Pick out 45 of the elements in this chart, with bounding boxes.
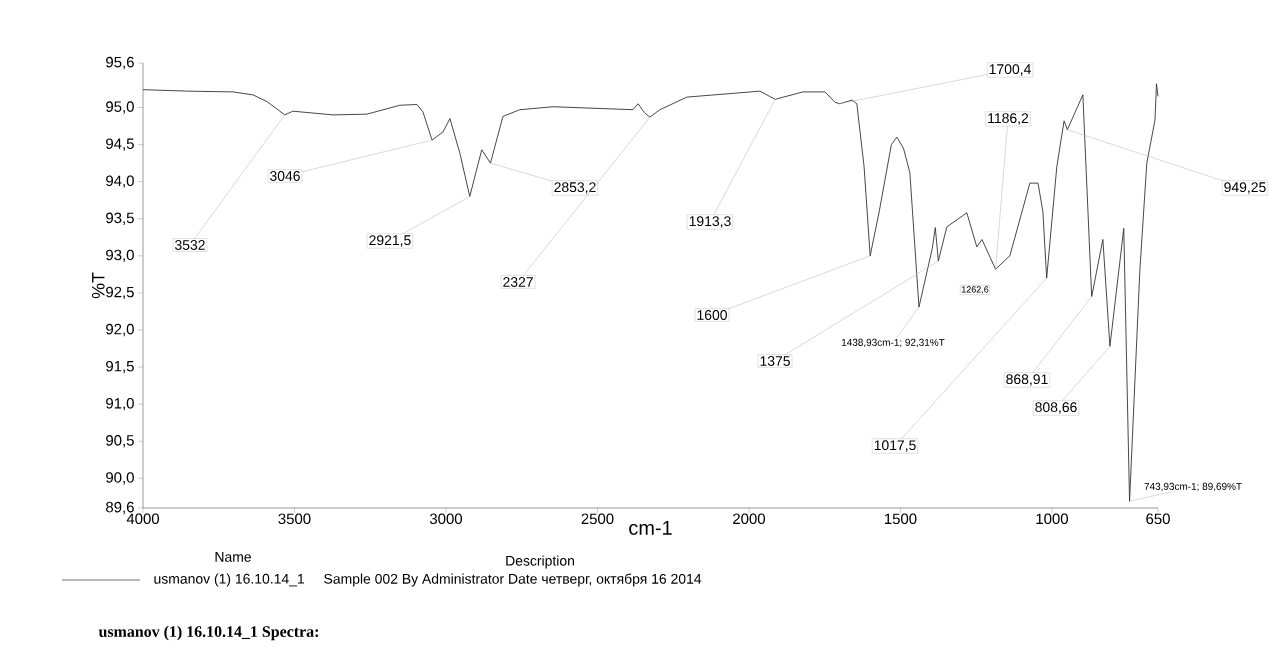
x-tick-label: 1500 xyxy=(884,513,917,525)
y-tick-label: 95,6 xyxy=(106,56,134,70)
annotation: 2853,2 xyxy=(554,182,596,194)
x-tick-label: 2000 xyxy=(733,513,765,525)
annotation: 1262,6 xyxy=(961,286,989,294)
annotation: 1438,93cm-1; 92,31%T xyxy=(841,338,945,348)
text: Sample 002 By Administrator Date четверг, октября 16 2014 xyxy=(324,573,702,587)
y-axis-title: %T xyxy=(91,272,105,299)
annotation: 868,91 xyxy=(1006,374,1048,386)
x-tick-label: 1000 xyxy=(1036,513,1068,525)
y-tick-label: 91,0 xyxy=(106,397,134,411)
annotation: 2921,5 xyxy=(369,235,411,247)
y-tick-label: 94,5 xyxy=(106,138,134,151)
annotation: 1913,3 xyxy=(689,216,731,228)
legend-title: Name xyxy=(215,552,251,562)
x-tick-label: 2500 xyxy=(581,513,614,525)
annotation: 808,66 xyxy=(1035,402,1077,414)
y-tick-label: 93,0 xyxy=(106,249,134,262)
y-tick-label: 90,0 xyxy=(106,472,134,485)
annotation: 1700,4 xyxy=(989,64,1031,76)
annotation: 949,25 xyxy=(1224,182,1266,194)
x-tick-label: 4000 xyxy=(126,513,160,525)
y-tick-label: 90,5 xyxy=(106,435,134,448)
annotation: 3046 xyxy=(270,171,300,181)
x-tick-label: 3000 xyxy=(429,513,463,525)
annotation: 1375 xyxy=(760,356,790,366)
text: Description xyxy=(506,555,574,569)
annotation: 743,93cm-1; 89,69%T xyxy=(1144,482,1242,492)
x-tick-label: 3500 xyxy=(278,513,311,525)
annotation: 2327 xyxy=(503,277,533,287)
x-tick-label: 650 xyxy=(1146,513,1170,525)
text: usmanov (1) 16.10.14_1 Spectra: xyxy=(98,625,319,641)
y-tick-label: 94,0 xyxy=(106,175,134,188)
y-tick-label: 93,5 xyxy=(106,212,134,225)
y-tick-label: 92,5 xyxy=(106,286,134,300)
text: usmanov (1) 16.10.14_1 xyxy=(154,573,305,587)
y-tick-label: 91,5 xyxy=(106,360,134,374)
annotation: 1600 xyxy=(697,310,727,320)
y-tick-label: 92,0 xyxy=(106,323,134,337)
annotation: 3532 xyxy=(175,240,205,250)
annotation: 1017,5 xyxy=(874,440,916,452)
y-tick-label: 89,6 xyxy=(106,501,134,515)
y-tick-label: 95,0 xyxy=(106,101,134,114)
annotation: 1186,2 xyxy=(988,113,1029,125)
x-axis-title: cm-1 xyxy=(629,520,672,535)
